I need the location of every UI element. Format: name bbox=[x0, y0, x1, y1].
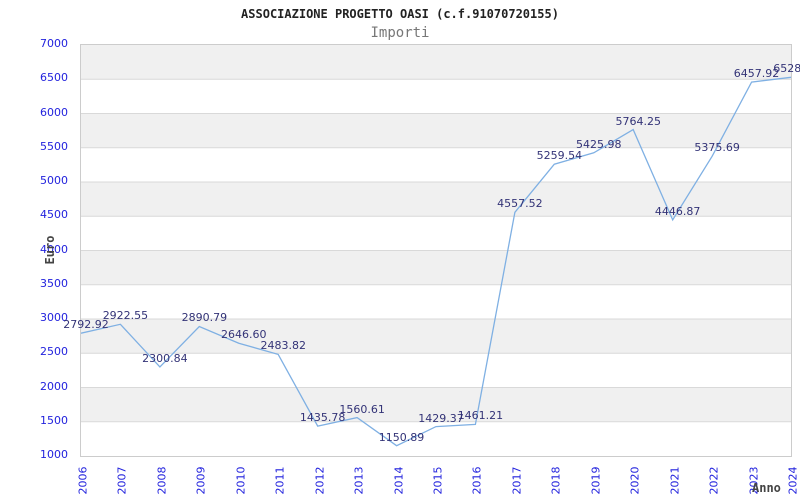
data-point-label: 1560.61 bbox=[339, 402, 385, 416]
x-tick-label: 2017 bbox=[510, 466, 524, 495]
y-tick-label: 7000 bbox=[40, 37, 68, 50]
y-tick-label: 4500 bbox=[40, 208, 68, 222]
x-tick-label: 2010 bbox=[234, 466, 248, 495]
data-point-label: 2922.55 bbox=[102, 309, 149, 323]
data-point-label: 1429.37 bbox=[418, 411, 464, 425]
plot-band bbox=[81, 113, 791, 148]
x-axis-title: Anno bbox=[752, 481, 781, 495]
y-tick-label: 5000 bbox=[40, 174, 68, 187]
y-tick-label: 2000 bbox=[40, 379, 68, 393]
x-tick-label: 2006 bbox=[76, 466, 90, 495]
x-tick-label: 2024 bbox=[786, 466, 800, 495]
x-tick-label: 2008 bbox=[155, 466, 169, 495]
data-point-label: 1461.21 bbox=[457, 409, 504, 423]
data-point-label: 2483.82 bbox=[260, 339, 306, 353]
plot-band bbox=[81, 387, 791, 422]
data-point-label: 4446.87 bbox=[654, 204, 701, 218]
y-tick-label: 3500 bbox=[40, 276, 68, 290]
y-tick-label: 1500 bbox=[40, 413, 68, 427]
x-tick-label: 2020 bbox=[628, 466, 642, 495]
data-point-label: 4557.52 bbox=[497, 197, 543, 211]
plot-band bbox=[81, 45, 791, 80]
y-axis-title: Euro bbox=[43, 235, 57, 265]
y-tick-label: 1000 bbox=[40, 448, 68, 461]
x-tick-label: 2013 bbox=[352, 466, 366, 495]
x-tick-label: 2018 bbox=[549, 466, 563, 495]
x-tick-label: 2007 bbox=[115, 466, 129, 495]
plot-band bbox=[81, 250, 791, 285]
x-tick-label: 2019 bbox=[589, 466, 603, 495]
x-tick-label: 2012 bbox=[313, 466, 327, 495]
data-point-label: 2792.92 bbox=[63, 318, 109, 332]
plot-svg bbox=[81, 45, 791, 447]
y-tick-label: 6000 bbox=[40, 105, 68, 119]
y-tick-label: 3000 bbox=[40, 311, 68, 324]
plot-area bbox=[80, 44, 792, 457]
y-tick-label: 6500 bbox=[40, 71, 68, 85]
y-tick-label: 4000 bbox=[40, 242, 68, 256]
plot-band bbox=[81, 319, 791, 354]
data-point-label: 1435.78 bbox=[299, 411, 346, 425]
x-tick-label: 2014 bbox=[392, 466, 406, 495]
data-point-label: 6528.44 bbox=[773, 62, 800, 76]
data-point-label: 5425.98 bbox=[576, 137, 622, 151]
chart-subtitle: Importi bbox=[370, 25, 430, 41]
data-point-label: 1150.89 bbox=[378, 430, 425, 444]
y-tick-label: 2500 bbox=[40, 345, 68, 359]
x-tick-label: 2021 bbox=[668, 466, 682, 495]
x-tick-label: 2011 bbox=[273, 466, 287, 495]
data-point-label: 2300.84 bbox=[142, 351, 188, 365]
data-point-label: 2646.60 bbox=[221, 328, 267, 342]
y-tick-label: 5500 bbox=[40, 139, 68, 153]
x-tick-label: 2015 bbox=[431, 466, 445, 495]
data-point-label: 2890.79 bbox=[181, 311, 228, 325]
data-point-label: 5259.54 bbox=[536, 149, 583, 163]
plot-band bbox=[81, 182, 791, 217]
data-line bbox=[81, 76, 791, 447]
x-tick-label: 2009 bbox=[194, 466, 208, 495]
chart-title: ASSOCIAZIONE PROGETTO OASI (c.f.91070720… bbox=[241, 7, 559, 21]
data-point-label: 5375.69 bbox=[694, 141, 740, 155]
x-tick-label: 2016 bbox=[470, 466, 484, 495]
data-point-label: 5764.25 bbox=[615, 114, 661, 128]
x-tick-label: 2022 bbox=[707, 466, 721, 495]
data-point-label: 6457.92 bbox=[733, 67, 780, 81]
